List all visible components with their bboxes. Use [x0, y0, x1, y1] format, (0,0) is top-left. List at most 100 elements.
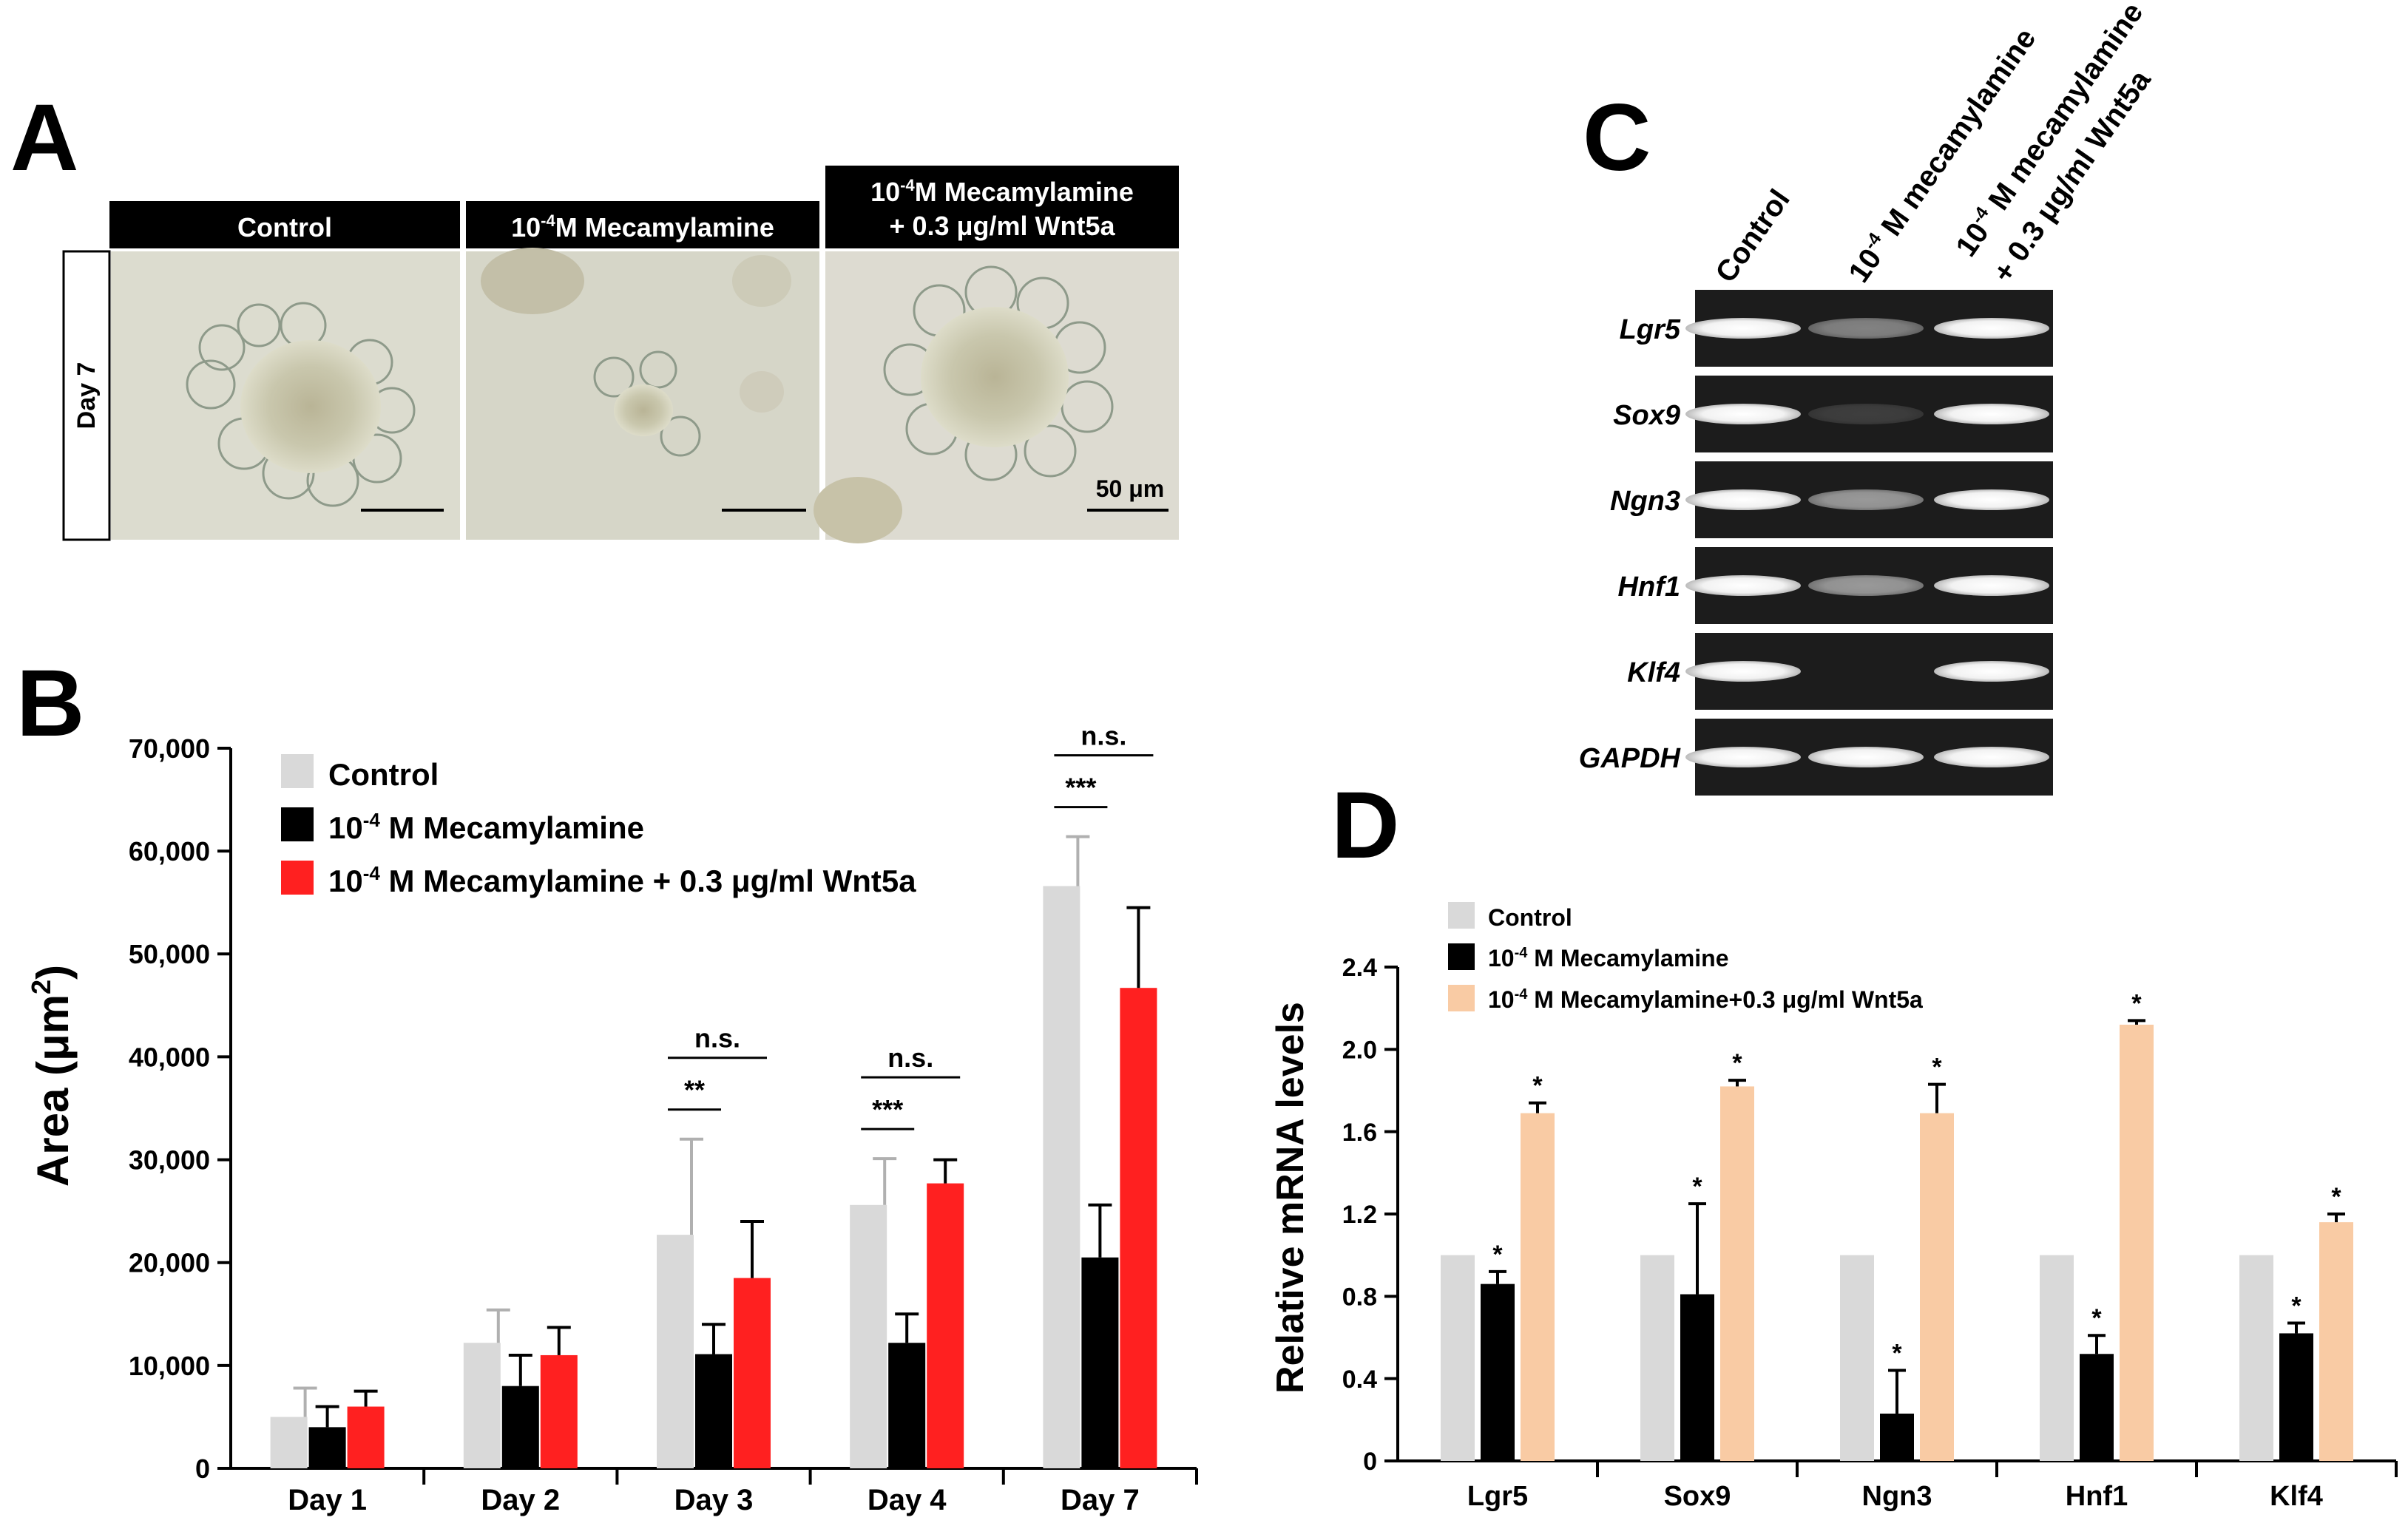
bar-wnt5a	[2319, 1222, 2353, 1461]
bar-mecamylamine	[501, 1386, 539, 1468]
header-bar-mecamylamine	[466, 201, 819, 248]
significance-star: *	[1492, 1241, 1503, 1269]
y-tick-label: 30,000	[129, 1145, 210, 1176]
gel-rows: Lgr5 Sox9 Ngn3 Hnf1 Klf4 GAPDH	[1579, 290, 2053, 796]
legend-d-swatch-control	[1448, 902, 1475, 929]
gel-band	[1934, 489, 2049, 510]
significance-label: **	[684, 1075, 705, 1105]
bar-wnt5a	[1521, 1113, 1555, 1461]
significance-label: ***	[1065, 773, 1096, 803]
significance-star: *	[1932, 1054, 1942, 1082]
gene-label-hnf1: Hnf1	[1618, 572, 1680, 603]
bar-control	[270, 1417, 308, 1468]
y-tick-label: 0.8	[1342, 1283, 1377, 1312]
panel-b-bars	[270, 835, 1157, 1468]
significance-star: *	[1532, 1072, 1543, 1100]
bar-control	[2239, 1255, 2273, 1461]
gel-band	[1685, 404, 1801, 424]
bar-control	[850, 1204, 887, 1468]
gel-band	[1808, 404, 1924, 424]
bar-control	[657, 1235, 694, 1468]
gel-band	[1685, 747, 1801, 767]
panel-letter-a: A	[10, 85, 78, 191]
legend-d-swatch-mecamylamine	[1448, 943, 1475, 970]
x-category-label: Day 1	[288, 1484, 367, 1516]
significance-label: n.s.	[694, 1023, 740, 1054]
significance-star: *	[1732, 1049, 1742, 1077]
header-bar-wnt5a	[825, 166, 1179, 248]
bar-mecamylamine	[1880, 1413, 1914, 1461]
bar-control	[1043, 886, 1080, 1468]
gel-band	[1934, 318, 2049, 339]
panel-letter-c: C	[1583, 85, 1651, 191]
legend-label-mecamylamine: 10-4 M Mecamylamine	[328, 809, 644, 845]
bar-wnt5a	[1920, 1113, 1954, 1461]
bar-mecamylamine	[1081, 1257, 1119, 1468]
y-tick-label: 60,000	[129, 836, 210, 867]
gel-band	[1808, 318, 1924, 339]
significance-star: *	[2291, 1292, 2302, 1320]
bar-control	[1441, 1255, 1475, 1461]
x-category-label: Day 4	[868, 1484, 947, 1516]
legend-d-label-wnt5a: 10-4 M Mecamylamine+0.3 μg/ml Wnt5a	[1488, 986, 1923, 1013]
legend-swatch-mecamylamine	[281, 807, 314, 841]
y-tick-label: 1.2	[1342, 1201, 1377, 1229]
gene-label-gapdh: GAPDH	[1579, 743, 1682, 774]
gel-band	[1685, 661, 1801, 682]
gene-label-klf4: Klf4	[1627, 657, 1680, 688]
panel-d-legend: Control 10-4 M Mecamylamine 10-4 M Mecam…	[1448, 902, 1923, 1013]
micrograph-wnt5a: 50 μm	[814, 251, 1179, 543]
bar-mecamylamine	[888, 1343, 926, 1468]
gel-band	[1685, 318, 1801, 339]
y-tick-label: 0	[195, 1454, 210, 1484]
bar-control	[1640, 1255, 1674, 1461]
bar-mecamylamine	[1680, 1294, 1714, 1461]
panel-b-ylabel: Area (μm2)	[26, 965, 78, 1187]
panel-d-axes: 0 0.4 0.8 1.2 1.6 2.0 2.4 Lgr5 Sox9 Ngn3 Hnf1 Klf4	[1342, 954, 2398, 1512]
y-tick-label: 50,000	[129, 939, 210, 969]
bar-wnt5a	[2120, 1024, 2154, 1461]
x-category-label: Klf4	[2270, 1481, 2323, 1512]
bar-control	[1840, 1255, 1874, 1461]
legend-d-label-mecamylamine: 10-4 M Mecamylamine	[1488, 945, 1729, 971]
bar-wnt5a	[1720, 1086, 1754, 1461]
x-category-label: Sox9	[1664, 1481, 1731, 1512]
micrograph-control	[111, 251, 460, 540]
panel-b-chart: 0 10,000 20,000 30,000 40,000 50,000 60,000 70,…	[26, 721, 1198, 1516]
lane-label-control: Control	[1709, 183, 1796, 288]
significance-star: *	[2091, 1304, 2102, 1332]
bar-control	[2040, 1255, 2074, 1461]
legend-label-wnt5a: 10-4 M Mecamylamine + 0.3 μg/ml Wnt5a	[328, 862, 916, 898]
gene-label-ngn3: Ngn3	[1610, 486, 1680, 517]
gel-band	[1934, 404, 2049, 424]
panel-letter-d: D	[1331, 773, 1399, 878]
y-tick-label: 1.6	[1342, 1119, 1377, 1147]
bar-wnt5a	[347, 1406, 385, 1468]
x-category-label: Lgr5	[1467, 1481, 1528, 1512]
significance-star: *	[1692, 1173, 1702, 1201]
y-tick-label: 40,000	[129, 1042, 210, 1072]
bar-wnt5a	[927, 1183, 964, 1468]
header-mecamylamine-label: 10-4M Mecamylamine	[511, 211, 774, 243]
legend-d-swatch-wnt5a	[1448, 985, 1475, 1011]
gel-band	[1934, 575, 2049, 596]
bar-control	[463, 1343, 501, 1468]
panel-letter-b: B	[16, 651, 84, 756]
panel-d-ylabel: Relative mRNA levels	[1269, 1002, 1312, 1394]
significance-star: *	[1892, 1340, 1902, 1368]
gel-band	[1685, 489, 1801, 510]
bar-wnt5a	[1120, 988, 1157, 1468]
significance-star: *	[2331, 1183, 2341, 1211]
panel-c: Control 10-4 M mecamylamine 10-4 M mecam…	[1579, 0, 2157, 796]
x-category-label: Day 7	[1061, 1484, 1140, 1516]
legend-swatch-control	[281, 754, 314, 788]
bar-mecamylamine	[2080, 1354, 2114, 1461]
bar-wnt5a	[734, 1278, 771, 1468]
panel-a: Control 10-4M Mecamylamine 10-4M Mecamyl…	[62, 166, 1179, 543]
y-tick-label: 20,000	[129, 1248, 210, 1278]
gel-band	[1808, 489, 1924, 510]
legend-d-label-control: Control	[1488, 904, 1572, 931]
y-tick-label: 2.4	[1342, 954, 1377, 982]
significance-label: n.s.	[887, 1042, 933, 1073]
